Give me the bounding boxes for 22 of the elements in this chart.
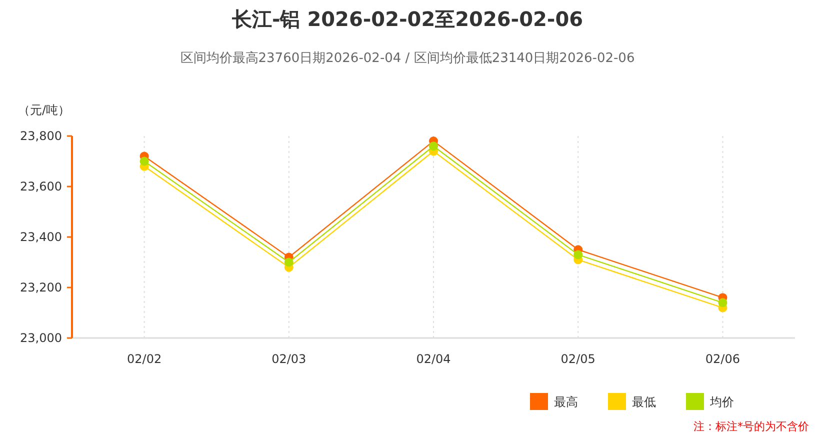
legend-label: 均价: [709, 395, 734, 410]
x-tick-label: 02/04: [416, 352, 451, 366]
point: [284, 258, 294, 267]
legend-label: 最低: [632, 395, 656, 410]
y-tick-label: 23,800: [20, 129, 62, 144]
legend-label: 最高: [554, 395, 578, 410]
x-tick-label: 02/02: [127, 352, 162, 366]
chart-subtitle: 区间均价最高23760日期2026-02-04 / 区间均价最低23140日期2026-02-06: [180, 50, 635, 66]
y-tick-label: 23,000: [20, 331, 62, 346]
y-tick-label: 23,400: [20, 230, 62, 244]
chart-title: 长江-铝 2026-02-02至2026-02-06: [230, 7, 584, 31]
point: [429, 142, 438, 151]
y-tick-label: 23,600: [20, 180, 62, 194]
point: [718, 298, 728, 308]
text: 注：标注*号的为不含价: [694, 420, 809, 433]
y-tick-label: 23,200: [20, 280, 62, 295]
x-tick-label: 02/05: [560, 352, 596, 366]
point: [574, 250, 583, 260]
x-tick-label: 02/06: [705, 352, 740, 366]
x-tick-label: 02/03: [272, 352, 306, 366]
point: [140, 156, 149, 166]
y-axis-title: （元/吨）: [18, 103, 70, 117]
